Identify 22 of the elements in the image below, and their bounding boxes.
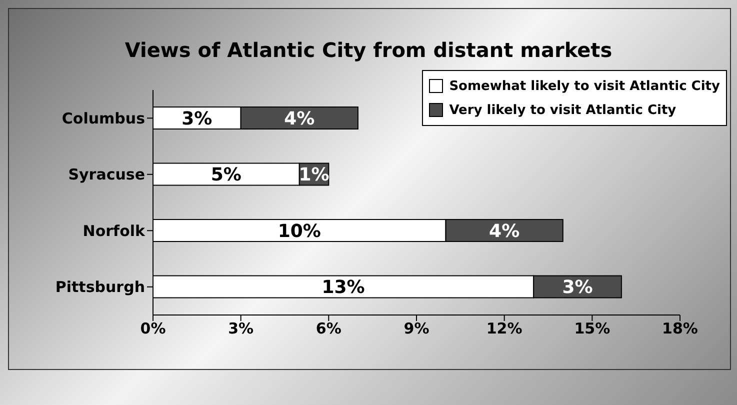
data-label: 4% <box>489 220 520 242</box>
y-tick-label: Norfolk <box>82 222 146 240</box>
x-tick-label: 15% <box>574 320 610 338</box>
x-tick-label: 12% <box>486 320 522 338</box>
x-tick-label: 6% <box>316 320 342 338</box>
x-tick-label: 3% <box>228 320 254 338</box>
data-label: 3% <box>562 277 593 298</box>
x-tick-label: 9% <box>404 320 430 338</box>
data-label: 1% <box>298 164 330 186</box>
data-label: 4% <box>284 108 315 130</box>
chart-title: Views of Atlantic City from distant markets <box>124 38 614 62</box>
x-tick-label: 0% <box>140 320 166 338</box>
data-label: 13% <box>322 277 365 298</box>
data-label: 5% <box>210 164 242 186</box>
x-tick-label: 18% <box>662 320 698 338</box>
y-tick-label: Columbus <box>62 109 146 128</box>
y-tick-label: Pittsburgh <box>55 278 145 296</box>
legend-label: Somewhat likely to visit Atlantic City <box>449 78 720 94</box>
legend-label: Very likely to visit Atlantic City <box>449 102 676 118</box>
data-label: 10% <box>278 220 321 242</box>
data-label: 3% <box>182 108 212 130</box>
y-tick-label: Syracuse <box>68 166 145 184</box>
